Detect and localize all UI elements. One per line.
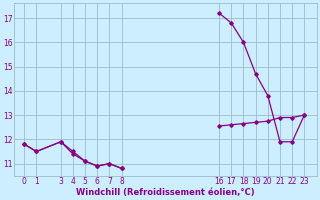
- X-axis label: Windchill (Refroidissement éolien,°C): Windchill (Refroidissement éolien,°C): [76, 188, 255, 197]
